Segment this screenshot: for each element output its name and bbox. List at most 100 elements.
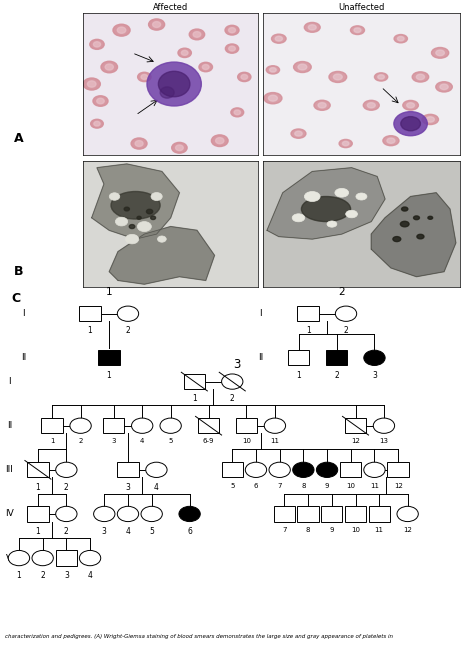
Ellipse shape (193, 32, 201, 38)
Circle shape (8, 550, 29, 565)
Text: 4: 4 (140, 438, 145, 444)
Ellipse shape (293, 61, 311, 72)
Ellipse shape (318, 103, 326, 108)
Ellipse shape (93, 96, 108, 106)
Ellipse shape (407, 103, 414, 108)
Text: I: I (8, 377, 11, 386)
Text: 1: 1 (192, 394, 197, 403)
Circle shape (141, 506, 162, 521)
Text: 4: 4 (154, 482, 159, 492)
Circle shape (160, 418, 181, 434)
Title: Unaffected: Unaffected (338, 3, 384, 13)
Circle shape (56, 462, 77, 478)
Circle shape (158, 71, 190, 97)
Circle shape (147, 62, 201, 106)
Bar (103, 418, 124, 434)
Bar (221, 462, 243, 478)
Ellipse shape (329, 71, 346, 82)
Ellipse shape (363, 100, 379, 110)
Bar (387, 462, 409, 478)
Ellipse shape (378, 74, 384, 79)
Circle shape (115, 217, 128, 226)
Circle shape (79, 550, 100, 565)
Ellipse shape (275, 36, 283, 41)
Text: 10: 10 (242, 438, 251, 444)
Bar (99, 350, 119, 366)
Text: 8: 8 (306, 527, 310, 532)
Text: 9: 9 (329, 527, 334, 532)
Bar (345, 418, 366, 434)
Bar (340, 462, 361, 478)
Ellipse shape (228, 28, 236, 33)
Circle shape (160, 87, 174, 98)
Text: 1: 1 (17, 571, 21, 580)
Ellipse shape (339, 140, 352, 148)
Text: I: I (259, 309, 262, 318)
Ellipse shape (394, 34, 408, 43)
Bar (274, 506, 295, 521)
Bar (27, 462, 49, 478)
Ellipse shape (93, 42, 100, 47)
Ellipse shape (436, 82, 452, 92)
Circle shape (356, 193, 367, 200)
Text: 2: 2 (78, 438, 83, 444)
Ellipse shape (175, 145, 183, 151)
Bar (298, 306, 319, 322)
Text: 1: 1 (306, 326, 310, 335)
Text: 1: 1 (36, 527, 40, 536)
Circle shape (132, 418, 153, 434)
Circle shape (32, 550, 53, 565)
Bar (236, 418, 257, 434)
Ellipse shape (295, 131, 302, 136)
Bar (288, 350, 309, 366)
Text: III: III (6, 465, 13, 474)
Ellipse shape (94, 121, 100, 126)
Polygon shape (91, 164, 179, 239)
Text: 2: 2 (40, 571, 45, 580)
Text: 3: 3 (372, 370, 377, 380)
Text: 4: 4 (88, 571, 92, 580)
Text: II: II (7, 421, 12, 430)
Circle shape (401, 117, 420, 130)
Ellipse shape (268, 96, 277, 101)
Ellipse shape (374, 72, 388, 81)
Ellipse shape (298, 64, 307, 70)
Ellipse shape (153, 22, 161, 28)
Ellipse shape (304, 22, 320, 32)
Ellipse shape (264, 92, 282, 104)
Ellipse shape (270, 68, 276, 72)
Ellipse shape (141, 74, 148, 79)
Text: 11: 11 (271, 438, 279, 444)
Ellipse shape (225, 25, 239, 35)
Text: II: II (258, 353, 264, 362)
Bar (42, 418, 63, 434)
Circle shape (346, 210, 357, 218)
Text: 12: 12 (351, 438, 360, 444)
Ellipse shape (426, 117, 434, 122)
Circle shape (137, 221, 151, 231)
Ellipse shape (111, 192, 160, 219)
Text: 1: 1 (106, 287, 112, 297)
Ellipse shape (333, 74, 342, 80)
Text: 11: 11 (370, 482, 379, 488)
Text: 1: 1 (36, 482, 40, 492)
Circle shape (146, 210, 153, 214)
Text: 3: 3 (233, 358, 241, 371)
Polygon shape (371, 193, 456, 277)
Ellipse shape (422, 114, 438, 125)
Bar (118, 462, 138, 478)
Circle shape (316, 462, 337, 478)
Ellipse shape (234, 110, 240, 115)
Circle shape (364, 462, 385, 478)
Text: 6-9: 6-9 (203, 438, 214, 444)
Circle shape (364, 350, 385, 366)
Ellipse shape (397, 36, 404, 41)
Bar (369, 506, 390, 521)
Ellipse shape (272, 34, 286, 43)
Text: 2: 2 (334, 370, 339, 380)
Circle shape (373, 418, 394, 434)
Ellipse shape (105, 64, 113, 70)
Text: 10: 10 (346, 482, 355, 488)
Circle shape (335, 188, 349, 197)
Text: 6: 6 (254, 482, 258, 488)
